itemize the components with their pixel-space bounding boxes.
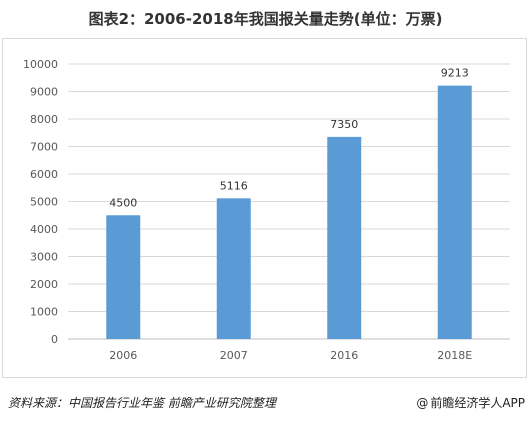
source-note: 资料来源：中国报告行业年鉴 前瞻产业研究院整理 <box>8 396 276 410</box>
chart-frame <box>2 38 527 378</box>
bar-chart: 0 1000 2000 3000 4000 5000 6000 7000 8000 9000 100… <box>23 58 510 362</box>
x-tick-label: 2016 <box>330 349 358 362</box>
brand-credit: @ 前瞻经济学人APP <box>416 394 525 411</box>
y-tick-label: 7000 <box>30 141 58 154</box>
y-tick-label: 1000 <box>30 306 58 319</box>
y-tick-label: 9000 <box>30 86 58 99</box>
bar <box>216 198 251 339</box>
y-tick-label: 3000 <box>30 251 58 264</box>
y-tick-label: 10000 <box>23 58 58 71</box>
at-icon: @ <box>416 396 429 410</box>
chart-title: 图表2：2006-2018年我国报关量走势(单位：万票) <box>88 10 443 28</box>
data-label: 7350 <box>330 118 358 131</box>
y-tick-label: 2000 <box>30 278 58 291</box>
y-tick-label: 8000 <box>30 113 58 126</box>
bar <box>327 136 362 339</box>
data-label: 5116 <box>220 179 248 192</box>
x-tick-label: 2007 <box>220 349 248 362</box>
x-tick-label: 2018E <box>437 349 472 362</box>
y-tick-label: 0 <box>51 333 58 346</box>
y-tick-label: 4000 <box>30 223 58 236</box>
brand-name: 前瞻经济学人APP <box>430 396 525 410</box>
bar <box>437 85 472 339</box>
data-label: 9213 <box>441 67 469 80</box>
x-tick-label: 2006 <box>109 349 137 362</box>
bar <box>106 215 141 339</box>
y-tick-label: 5000 <box>30 196 58 209</box>
data-label: 4500 <box>109 196 137 209</box>
y-tick-label: 6000 <box>30 168 58 181</box>
